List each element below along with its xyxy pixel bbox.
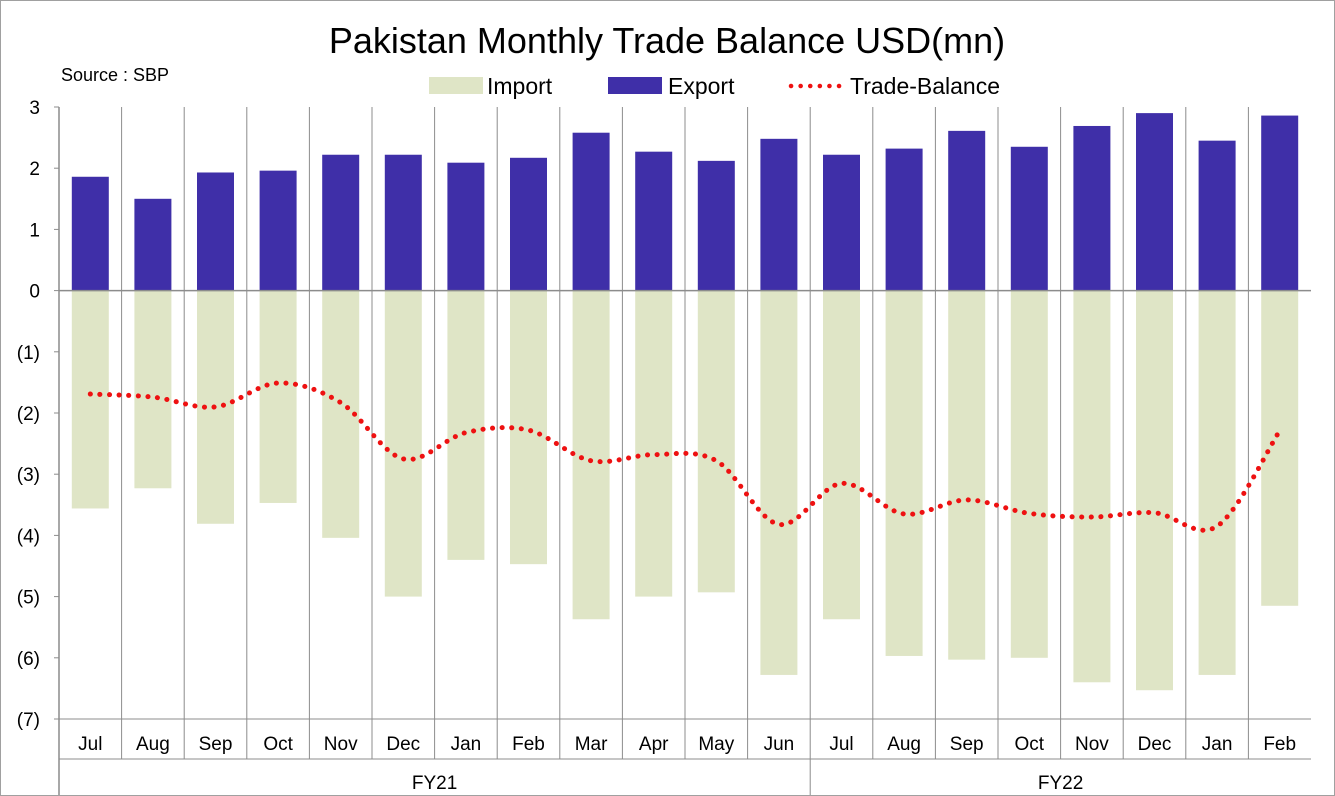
import-bar — [572, 290, 610, 620]
category-label: Mar — [575, 734, 608, 755]
export-bar — [697, 160, 735, 291]
import-bars — [71, 290, 1299, 691]
legend-label-import: Import — [487, 73, 553, 99]
fiscal-year-groups: FY21 FY22 — [412, 759, 1083, 795]
export-bar — [1136, 113, 1173, 291]
category-label: Sep — [950, 734, 984, 755]
y-tick-label: (5) — [17, 588, 40, 609]
y-tick-label: (7) — [17, 710, 40, 731]
export-bar — [510, 157, 547, 291]
export-bar — [1010, 146, 1048, 291]
import-bar — [885, 290, 923, 656]
category-label: Dec — [1138, 734, 1172, 755]
category-label: Nov — [1075, 734, 1109, 755]
fiscal-year-label: FY22 — [1038, 773, 1083, 794]
legend-label-trade-balance: Trade-Balance — [850, 73, 1000, 99]
export-bar — [447, 162, 485, 291]
category-label: Jul — [829, 734, 853, 755]
import-bar — [823, 290, 860, 620]
y-tick-label: 1 — [29, 220, 40, 241]
export-bar — [572, 132, 610, 291]
import-bar — [1073, 290, 1111, 683]
export-bar — [134, 198, 172, 291]
export-bar — [1073, 125, 1111, 291]
import-bar — [1261, 290, 1299, 606]
export-bar — [635, 151, 673, 291]
import-bar — [1198, 290, 1236, 675]
export-bar — [71, 176, 109, 291]
x-tick-labels: Jul Aug Sep Oct Nov Dec Jan Feb Mar Apr May Jun Jul A… — [78, 734, 1296, 755]
category-label: Oct — [1015, 734, 1045, 755]
export-bar — [823, 154, 860, 291]
import-bar — [1010, 290, 1048, 658]
fiscal-year-label: FY21 — [412, 773, 457, 794]
export-bar — [1261, 115, 1299, 291]
y-tick-labels: 3 2 1 0 (1) (2) (3) (4) (5) (6) (7) — [17, 98, 59, 731]
category-label: Jan — [451, 734, 482, 755]
export-bar — [948, 130, 986, 291]
export-bar — [197, 172, 234, 291]
category-label: Aug — [136, 734, 170, 755]
trade-balance-path — [87, 380, 1283, 533]
source-note: Source : SBP — [61, 65, 169, 85]
axes — [58, 107, 1311, 795]
y-tick-label: (3) — [17, 465, 40, 486]
import-bar — [635, 290, 673, 597]
export-bar — [885, 148, 923, 291]
legend-label-export: Export — [668, 73, 735, 99]
y-tick-label: (4) — [17, 526, 40, 547]
export-bar — [760, 138, 798, 291]
category-label: Apr — [639, 734, 669, 755]
category-label: Feb — [1263, 734, 1296, 755]
trade-balance-line — [87, 380, 1283, 533]
chart-title: Pakistan Monthly Trade Balance USD(mn) — [329, 20, 1005, 61]
legend-swatch-export — [608, 77, 662, 94]
import-bar — [71, 290, 109, 509]
legend: Import Export Trade-Balance — [429, 73, 1000, 99]
category-label: Dec — [386, 734, 420, 755]
category-label: Sep — [199, 734, 233, 755]
y-tick-label: (6) — [17, 649, 40, 670]
import-bar — [447, 290, 485, 560]
legend-swatch-import — [429, 77, 483, 94]
category-separators — [121, 107, 1249, 759]
export-bars — [71, 113, 1299, 291]
category-label: Feb — [512, 734, 545, 755]
import-bar — [948, 290, 986, 660]
export-bar — [384, 154, 422, 291]
category-label: Aug — [887, 734, 921, 755]
y-tick-label: 0 — [29, 282, 40, 303]
category-label: Nov — [324, 734, 358, 755]
import-bar — [134, 290, 172, 489]
y-tick-label: (1) — [17, 343, 40, 364]
import-bar — [760, 290, 798, 675]
category-label: Jul — [78, 734, 102, 755]
import-bar — [384, 290, 422, 597]
import-bar — [259, 290, 297, 503]
category-label: Jan — [1202, 734, 1233, 755]
y-tick-label: (2) — [17, 404, 40, 425]
import-bar — [510, 290, 547, 565]
y-tick-label: 2 — [29, 159, 40, 180]
category-label: Oct — [263, 734, 293, 755]
export-bar — [322, 154, 360, 291]
y-tick-label: 3 — [29, 98, 40, 119]
category-label: Jun — [764, 734, 795, 755]
import-bar — [1136, 290, 1173, 691]
import-bar — [697, 290, 735, 593]
export-bar — [259, 170, 297, 291]
export-bar — [1198, 140, 1236, 291]
category-label: May — [698, 734, 734, 755]
